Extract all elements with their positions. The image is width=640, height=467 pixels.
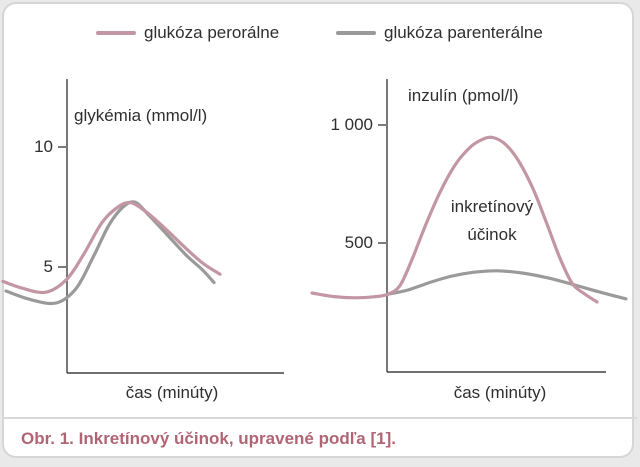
legend-label-parenteral: glukóza parenterálne <box>384 23 543 42</box>
right-chart-x-label: čas (minúty) <box>453 383 547 402</box>
annotation-line-2: účinok <box>467 225 517 244</box>
incretin-effect-annotation: inkretínový účinok <box>407 193 577 249</box>
oral-curve-right <box>310 135 599 304</box>
left-chart-x-label: čas (minúty) <box>125 383 219 402</box>
left-chart-y-tick-label: 5 <box>43 257 53 276</box>
annotation-line-1: inkretínový <box>450 197 534 216</box>
left-chart-y-title: glykémia (mmol/l) <box>74 106 208 125</box>
right-chart-y-tick-label: 1 000 <box>330 115 373 134</box>
right-chart-y-tick-label: 500 <box>344 233 373 252</box>
legend-item-oral: glukóza perorálne <box>96 23 280 42</box>
caption-divider <box>3 417 637 419</box>
legend-label-oral: glukóza perorálne <box>144 23 280 42</box>
right-chart-y-title: inzulín (pmol/l) <box>408 86 519 105</box>
figure-caption: Obr. 1. Inkretínový účinok, upravené pod… <box>21 429 396 448</box>
left-chart-y-tick-label: 10 <box>34 137 53 156</box>
legend-item-parenteral: glukóza parenterálne <box>336 23 543 42</box>
oral-curve-left <box>1 200 222 295</box>
parenteral-curve-right <box>386 269 628 301</box>
oral-line-swatch <box>96 31 136 35</box>
parenteral-curve-left <box>4 200 216 306</box>
parenteral-line-swatch <box>336 31 376 35</box>
